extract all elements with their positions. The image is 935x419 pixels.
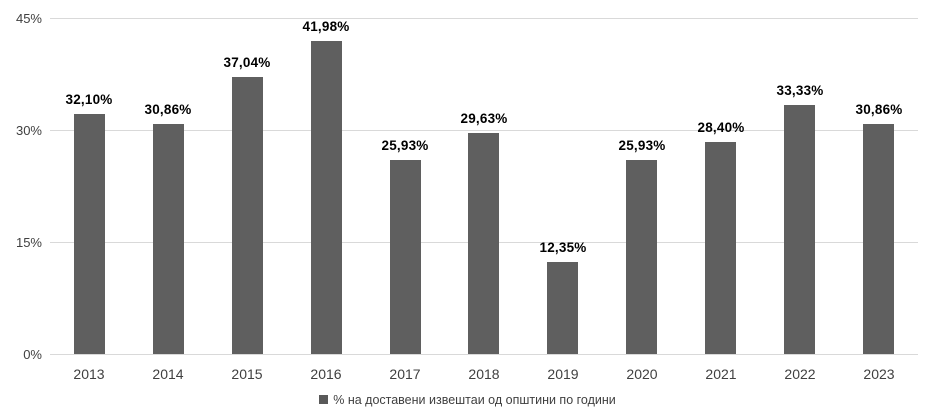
x-tick-label: 2015 — [231, 366, 263, 382]
x-tick-label: 2022 — [784, 366, 816, 382]
gridline — [50, 130, 918, 131]
bar — [863, 124, 894, 354]
x-tick-label: 2021 — [705, 366, 737, 382]
bar — [232, 77, 263, 354]
bar — [784, 105, 815, 354]
bar-value-label: 25,93% — [381, 138, 429, 153]
bar-value-label: 29,63% — [460, 111, 508, 126]
x-tick-label: 2018 — [468, 366, 500, 382]
bar-value-label: 41,98% — [302, 19, 350, 34]
bar-value-label: 30,86% — [144, 102, 192, 117]
bar — [153, 124, 184, 354]
bar-value-label: 33,33% — [776, 83, 824, 98]
bar-value-label: 32,10% — [65, 92, 113, 107]
x-tick-label: 2017 — [389, 366, 421, 382]
bar — [626, 160, 657, 354]
bar — [705, 142, 736, 354]
chart-legend: % на доставени извештаи од општини по го… — [0, 393, 935, 407]
bar-value-label: 30,86% — [855, 102, 903, 117]
bar-value-label: 25,93% — [618, 138, 666, 153]
y-tick-label: 0% — [23, 347, 42, 362]
y-tick-label: 30% — [15, 123, 42, 138]
bar — [311, 41, 342, 354]
bar-value-label: 12,35% — [539, 240, 587, 255]
y-tick-label: 15% — [15, 235, 42, 250]
x-tick-label: 2019 — [547, 366, 579, 382]
legend-label: % на доставени извештаи од општини по го… — [333, 393, 616, 407]
x-tick-label: 2016 — [310, 366, 342, 382]
legend-swatch-icon — [319, 395, 329, 404]
x-tick-label: 2014 — [152, 366, 184, 382]
gridline — [50, 354, 918, 355]
x-tick-label: 2013 — [73, 366, 105, 382]
x-tick-label: 2023 — [863, 366, 895, 382]
y-tick-label: 45% — [15, 11, 42, 26]
bar-value-label: 37,04% — [223, 55, 271, 70]
gridline — [50, 18, 918, 19]
bar — [74, 114, 105, 354]
x-tick-label: 2020 — [626, 366, 658, 382]
bar-value-label: 28,40% — [697, 120, 745, 135]
bar — [390, 160, 421, 354]
bar — [468, 133, 499, 354]
bar — [547, 262, 578, 354]
